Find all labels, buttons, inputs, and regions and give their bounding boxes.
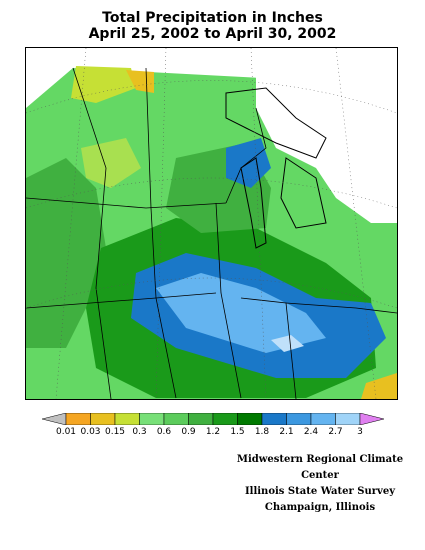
map-region-yellow-se bbox=[361, 373, 397, 399]
precipitation-map bbox=[25, 47, 398, 400]
legend-tick-label: 0.01 bbox=[55, 427, 77, 437]
credits-line3: Champaign, Illinois bbox=[264, 502, 376, 513]
map-title: Total Precipitation in Inches April 25, … bbox=[0, 10, 425, 42]
legend-tick-label: 2.1 bbox=[279, 427, 294, 437]
legend-tick-label: 1.8 bbox=[254, 427, 270, 437]
legend-swatch bbox=[286, 413, 312, 425]
legend-tick-label: 0.6 bbox=[156, 427, 172, 437]
credits-line2: Illinois State Water Survey bbox=[244, 486, 396, 497]
map-region-nodata-nw bbox=[26, 48, 256, 103]
precipitation-map-svg bbox=[26, 48, 397, 399]
legend-swatch bbox=[261, 413, 287, 425]
legend-tick-label: 2.7 bbox=[328, 427, 343, 437]
map-region-nodata-ne bbox=[256, 48, 397, 223]
legend-swatch bbox=[310, 413, 336, 425]
graticule bbox=[26, 48, 397, 399]
map-region-lightblue-core bbox=[156, 273, 326, 353]
lake-outlines bbox=[225, 87, 327, 249]
legend-swatch bbox=[237, 413, 263, 425]
legend-tick-label: 1.5 bbox=[230, 427, 245, 437]
legend-tick-label: 0.15 bbox=[104, 427, 126, 437]
legend-swatches bbox=[65, 413, 361, 425]
map-title-line2: April 25, 2002 to April 30, 2002 bbox=[88, 26, 337, 42]
legend-tick-label: 0.3 bbox=[132, 427, 147, 437]
legend-under-arrow bbox=[42, 413, 67, 425]
legend-tick-label: 1.2 bbox=[205, 427, 221, 437]
map-region-palest-blue bbox=[271, 335, 304, 352]
legend-tick-label: 0.9 bbox=[181, 427, 196, 437]
map-region-yellow-nw bbox=[71, 66, 136, 103]
legend-swatch bbox=[188, 413, 214, 425]
map-title-line1: Total Precipitation in Inches bbox=[102, 10, 323, 26]
color-legend bbox=[42, 413, 384, 425]
legend-swatch bbox=[90, 413, 116, 425]
legend-over-arrow bbox=[359, 413, 384, 425]
legend-swatch bbox=[335, 413, 361, 425]
legend-swatch bbox=[114, 413, 140, 425]
legend-labels: 0.01 0.03 0.15 0.3 0.6 0.9 1.2 1.5 1.8 2.1 2.4 2.7 3 bbox=[42, 427, 384, 439]
state-boundaries bbox=[26, 67, 397, 399]
map-region-yellow-mid bbox=[81, 138, 141, 188]
legend-swatch bbox=[163, 413, 189, 425]
legend-swatch bbox=[139, 413, 165, 425]
legend-swatch bbox=[65, 413, 91, 425]
credits-line1: Midwestern Regional Climate Center bbox=[236, 454, 404, 481]
legend-tick-label: 3 bbox=[357, 427, 363, 437]
legend-tick-label: 2.4 bbox=[303, 427, 319, 437]
credits: Midwestern Regional Climate Center Illin… bbox=[220, 452, 420, 516]
legend-tick-label: 0.03 bbox=[80, 427, 101, 437]
legend-swatch bbox=[212, 413, 238, 425]
map-region-green-west bbox=[26, 158, 106, 348]
